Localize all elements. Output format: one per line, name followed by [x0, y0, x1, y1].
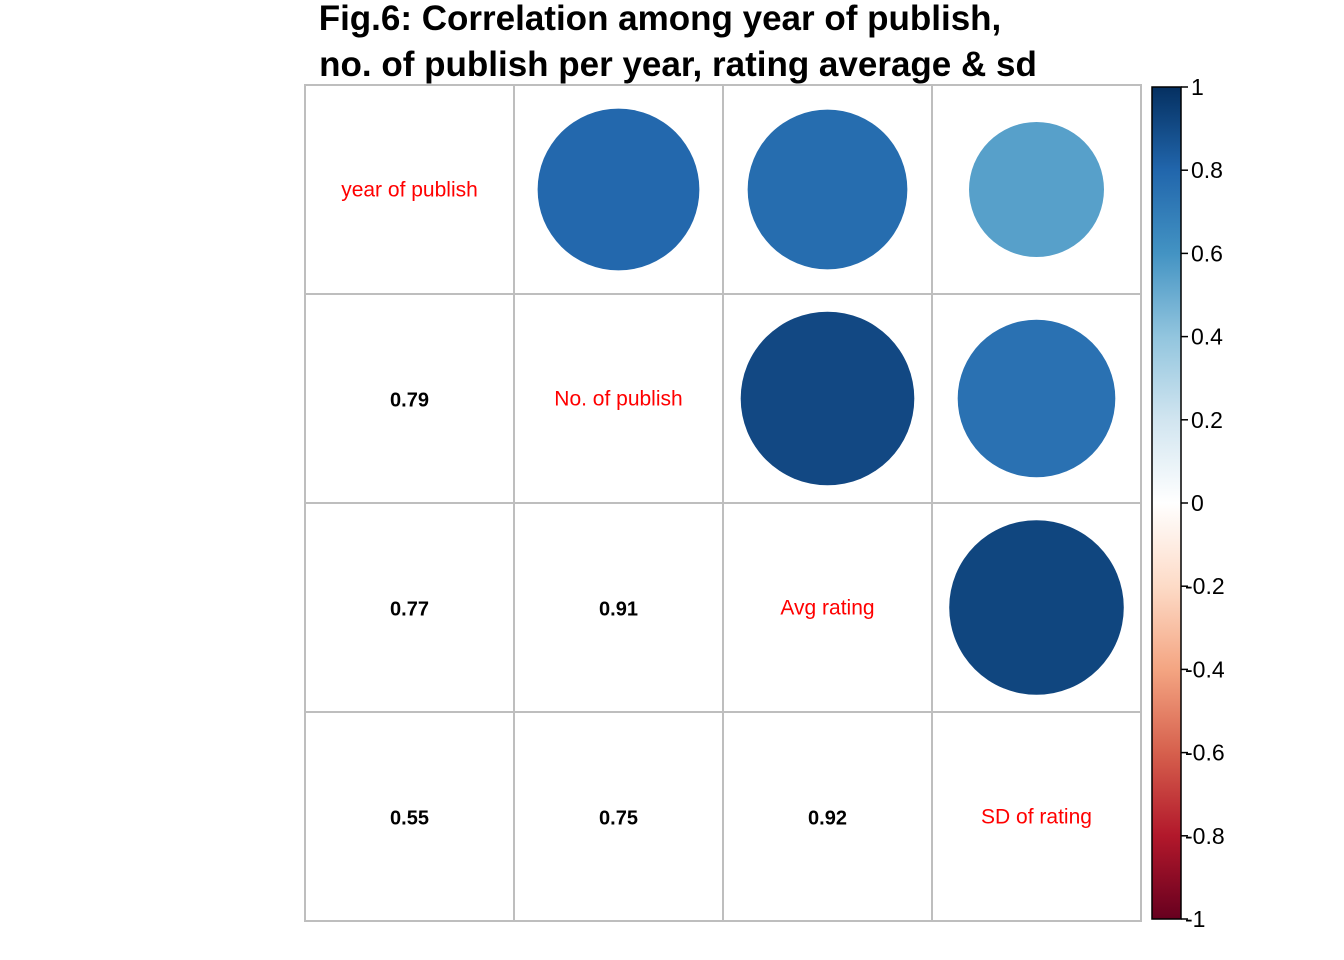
- colorbar-tick-label-6: -0.2: [1185, 573, 1225, 599]
- corr-value-r3-c1: 0.75: [599, 808, 638, 830]
- colorbar-tick-label-1: 0.8: [1191, 157, 1223, 183]
- chart-title-line-1: Fig.6: Correlation among year of publish…: [319, 0, 1002, 38]
- matrix-cell-r3-c3: [931, 711, 1142, 922]
- colorbar-tick-label-2: 0.6: [1191, 240, 1223, 266]
- colorbar-tick-label-8: -0.6: [1185, 740, 1225, 766]
- corr-circle-r0-c3: [969, 122, 1104, 257]
- corr-value-r3-c2: 0.92: [808, 808, 847, 830]
- colorbar-tick-label-9: -0.8: [1185, 823, 1225, 849]
- chart-title-line-2: no. of publish per year, rating average …: [319, 45, 1037, 84]
- colorbar-ticks: 1 0.8 0.6 0.4 0.2 0 -0.2 -0.4 -0.6 -0.8 -1: [1181, 74, 1225, 932]
- corr-value-r1-c0: 0.79: [390, 390, 429, 412]
- colorbar-bar: [1151, 86, 1182, 920]
- corr-circle-r2-c3: [949, 520, 1124, 695]
- diagonal-label-0: year of publish: [341, 179, 478, 202]
- corr-circle-r0-c1: [537, 108, 700, 271]
- corr-value-r3-c0: 0.55: [390, 808, 429, 830]
- diagonal-label-1: No. of publish: [554, 388, 682, 411]
- colorbar-tick-label-0: 1: [1191, 74, 1204, 100]
- corr-value-r2-c0: 0.77: [390, 599, 429, 621]
- colorbar-tick-label-7: -0.4: [1185, 656, 1225, 682]
- correlation-matrix: year of publish 0.79 No. of publish 0.77 0.9…: [304, 84, 1142, 922]
- colorbar: 1 0.8 0.6 0.4 0.2 0 -0.2 -0.4 -0.6 -0.8 -1: [1151, 74, 1225, 932]
- colorbar-tick-label-5: 0: [1191, 490, 1204, 516]
- corr-value-r2-c1: 0.91: [599, 599, 638, 621]
- corr-circle-r0-c2: [747, 109, 908, 270]
- colorbar-tick-label-4: 0.2: [1191, 407, 1223, 433]
- corr-circle-r1-c2: [740, 311, 915, 486]
- colorbar-tick-label-10: -1: [1185, 906, 1205, 932]
- diagonal-label-2: Avg rating: [780, 597, 874, 620]
- diagonal-label-3: SD of rating: [981, 806, 1092, 829]
- corr-circle-r1-c3: [957, 319, 1116, 478]
- colorbar-tick-label-3: 0.4: [1191, 324, 1223, 350]
